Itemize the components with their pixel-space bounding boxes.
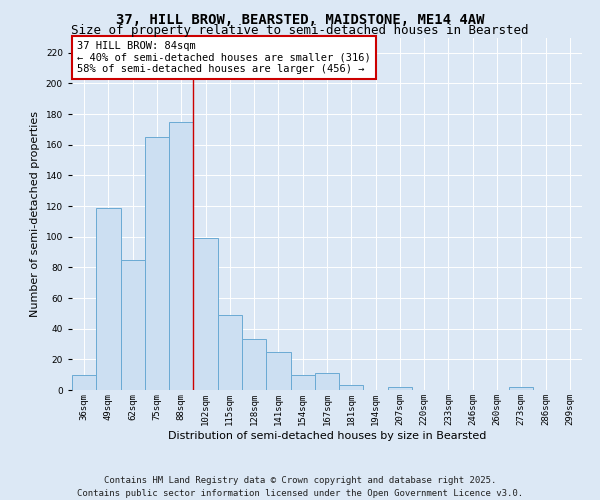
Bar (339, 386, 364, 390)
Bar (266, 352, 290, 390)
Text: Size of property relative to semi-detached houses in Bearsted: Size of property relative to semi-detach… (71, 24, 529, 37)
Bar (242, 340, 266, 390)
Bar (121, 260, 145, 390)
Bar (290, 374, 315, 390)
Text: Contains HM Land Registry data © Crown copyright and database right 2025.
Contai: Contains HM Land Registry data © Crown c… (77, 476, 523, 498)
Bar (193, 238, 218, 390)
X-axis label: Distribution of semi-detached houses by size in Bearsted: Distribution of semi-detached houses by … (168, 430, 486, 440)
Bar (145, 137, 169, 390)
Bar (72, 374, 96, 390)
Bar (388, 387, 412, 390)
Bar (96, 208, 121, 390)
Y-axis label: Number of semi-detached properties: Number of semi-detached properties (30, 111, 40, 317)
Text: 37, HILL BROW, BEARSTED, MAIDSTONE, ME14 4AW: 37, HILL BROW, BEARSTED, MAIDSTONE, ME14… (116, 12, 484, 26)
Bar (169, 122, 193, 390)
Bar (315, 373, 339, 390)
Text: 37 HILL BROW: 84sqm
← 40% of semi-detached houses are smaller (316)
58% of semi-: 37 HILL BROW: 84sqm ← 40% of semi-detach… (77, 41, 371, 74)
Bar (218, 315, 242, 390)
Bar (509, 387, 533, 390)
